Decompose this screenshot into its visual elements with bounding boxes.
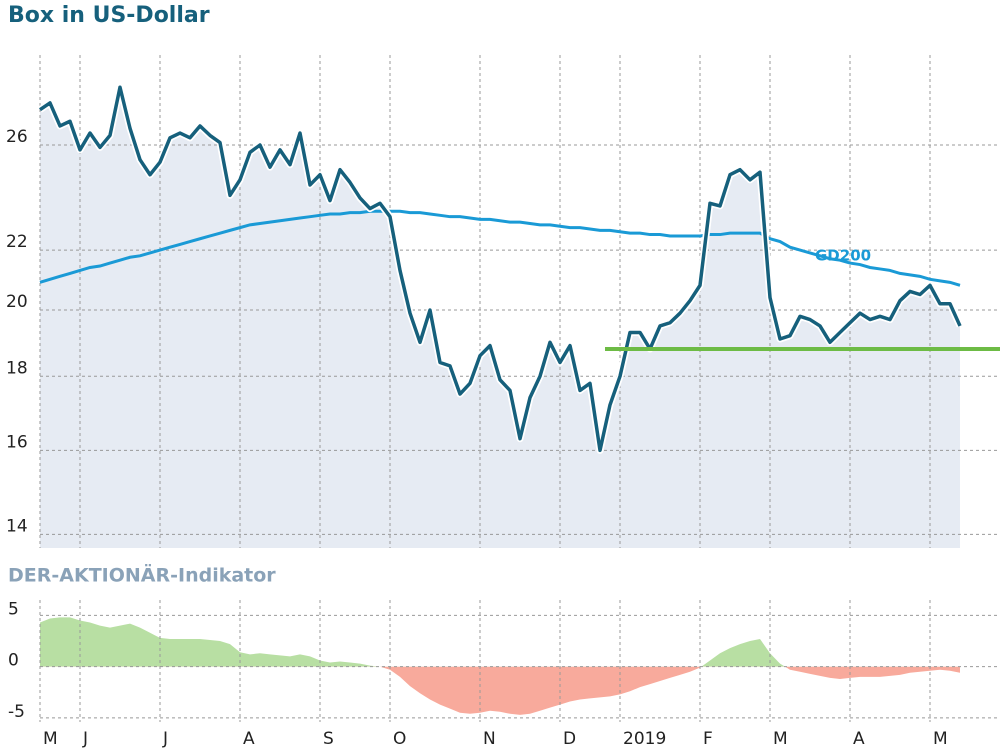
gd200-line [39,209,961,287]
indicator-positive [40,617,786,667]
x-tick-label: M [933,729,948,749]
x-tick-label: N [483,729,496,749]
y-tick-label: 18 [6,358,28,378]
x-tick-label: J [162,729,168,749]
y-tick-label: 26 [6,127,28,147]
x-tick-label: O [393,729,406,749]
x-tick-label: A [853,729,865,749]
x-tick-label: 2019 [623,729,666,749]
y-tick-label: 16 [6,432,28,452]
indicator-title: DER-AKTIONÄR-Indikator [8,563,276,587]
x-tick-label: A [243,729,255,749]
x-tick-label: J [82,729,88,749]
y-tick-label: 14 [6,516,28,536]
x-tick-label: M [773,729,788,749]
price-area [40,87,960,548]
y-tick-label: -5 [8,702,25,722]
gd200-label: GD200 [815,247,871,265]
y-tick-label: 20 [6,292,28,312]
y-tick-label: 5 [8,599,19,619]
indicator-negative [40,666,960,715]
y-tick-label: 22 [6,232,28,252]
x-tick-label: S [323,729,334,749]
y-tick-label: 0 [8,651,19,671]
x-tick-label: D [563,729,576,749]
chart-title: Box in US-Dollar [8,3,210,28]
x-tick-label: F [703,729,713,749]
price-line [39,85,962,453]
x-tick-label: M [43,729,58,749]
